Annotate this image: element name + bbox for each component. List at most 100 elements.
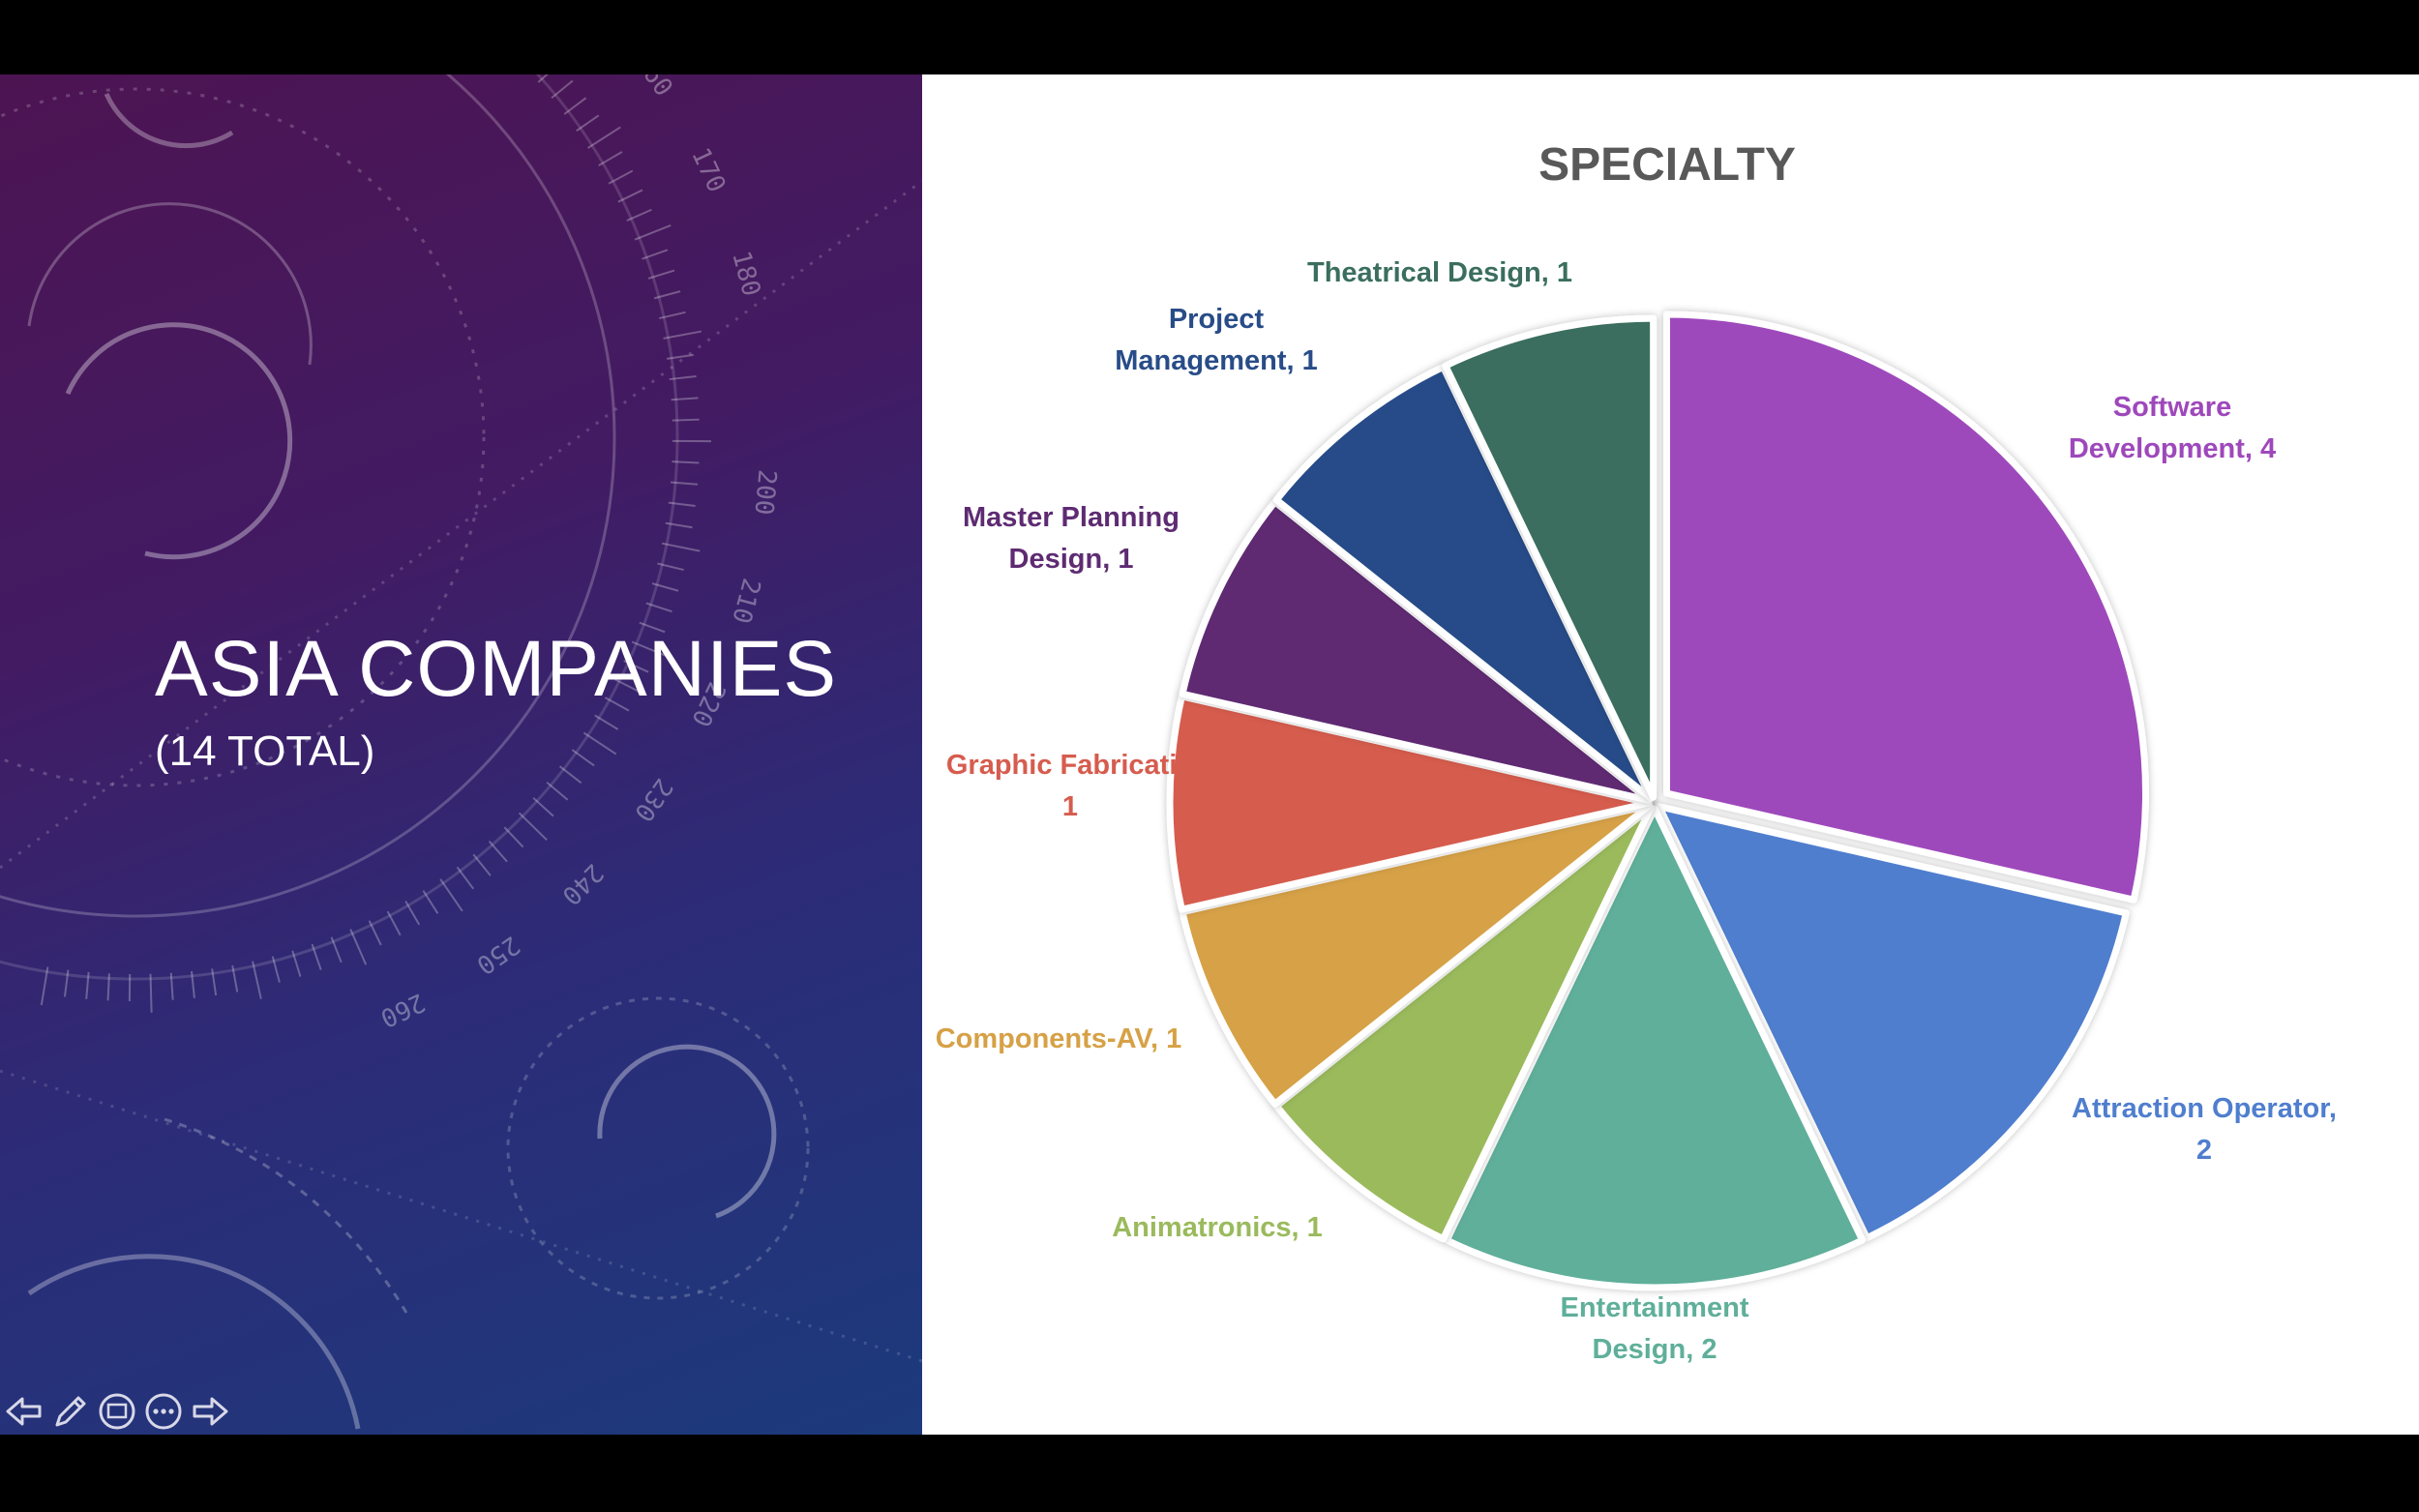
dial-tick (291, 950, 302, 977)
dial-tick (653, 290, 681, 300)
pie-slice-master-planning-design (1179, 498, 1654, 804)
dial-tick (63, 969, 70, 997)
pie-slice-animatronics (1272, 804, 1655, 1243)
dial-tick (456, 866, 475, 890)
arrow-left-icon (6, 1397, 42, 1426)
dial-number: 230 (628, 773, 678, 827)
dial-tick (472, 853, 492, 876)
dial-tick (349, 929, 368, 965)
chart-title: SPECIALTY (1538, 139, 1796, 191)
dial-tick (651, 582, 679, 592)
deco-arc-left (65, 322, 293, 560)
dial-tick (330, 936, 343, 964)
more-options-button[interactable] (143, 1391, 184, 1432)
pie-label-attraction-operator: Attraction Operator, 2 (2072, 1093, 2337, 1166)
pen-icon (55, 1396, 86, 1427)
deco-arc-left-outer (27, 202, 313, 366)
dial-number: 210 (726, 575, 765, 626)
dial-tick (663, 330, 702, 340)
dial-tick (532, 797, 554, 817)
dial-tick (669, 375, 697, 381)
arrow-right-icon (193, 1397, 228, 1426)
dial-tick (613, 678, 640, 693)
dial-tick (558, 765, 582, 785)
pie-labels: Software Development, 4 Attraction Operato… (936, 257, 2337, 1365)
pie-slice-theatrical-design (1442, 314, 1657, 801)
dial-tick (645, 602, 672, 613)
dial-tick (582, 731, 617, 756)
dial-tick (169, 972, 174, 1000)
dial-tick (647, 269, 675, 280)
pie-chart: SPECIALTY Software Development, 4 Attracti… (936, 139, 2337, 1365)
dial-tick (422, 890, 439, 914)
deco-arc-bottom-right (597, 1044, 777, 1219)
pie-label-entertainment-design: Entertainment Design, 2 (1561, 1292, 1749, 1365)
deco-ring-bottom-right (506, 996, 810, 1300)
pie-label-animatronics: Animatronics, 1 (1112, 1212, 1323, 1243)
deco-ring-large (0, 74, 616, 918)
pie-label-theatrical-design: Theatrical Design, 1 (1307, 257, 1572, 288)
dial-tick (488, 840, 508, 863)
dial-tick (598, 151, 623, 167)
dial-tick (634, 224, 672, 241)
pie-slice-attraction-operator (1656, 803, 2130, 1242)
dial-tick (594, 714, 619, 730)
pie-label-software-development: Software Development, 4 (2069, 392, 2276, 464)
pie-label-project-management: Project Management, 1 (1115, 304, 1318, 376)
dial-number: 240 (556, 858, 609, 910)
dial-tick (191, 970, 195, 998)
ellipsis-icon (145, 1393, 182, 1430)
slides-button[interactable] (97, 1391, 137, 1432)
dial-tick (608, 169, 634, 185)
dial-tick (40, 966, 49, 1006)
next-slide-button[interactable] (190, 1391, 230, 1432)
slide-subtitle: (14 TOTAL) (155, 727, 375, 775)
deco-arc-bottom-left (27, 1254, 361, 1430)
previous-slide-button[interactable] (4, 1391, 45, 1432)
dial-tick (271, 956, 281, 983)
dial-tick (642, 249, 669, 260)
deco-diagonal-line (0, 179, 922, 870)
slide-title: ASIA COMPANIES (155, 625, 838, 713)
dial-tick (439, 878, 463, 912)
pie-slice-entertainment-design (1443, 805, 1867, 1291)
dial-tick (671, 397, 699, 401)
dial-number: 180 (726, 248, 765, 299)
dial-tick (252, 961, 262, 999)
dial-tick (639, 621, 666, 634)
dial-tick (631, 640, 669, 658)
deco-dashed-curve (164, 1117, 408, 1314)
dial-tick (563, 97, 587, 115)
dial-tick (623, 660, 649, 673)
dial-tick (665, 521, 693, 529)
dial-tick (576, 114, 600, 133)
deco-arc-top (104, 92, 234, 149)
dial-tick (85, 971, 90, 999)
pie-label-graphic-fabrication: Graphic Fabricatio 1 (946, 750, 1194, 822)
slides-grid-icon (99, 1393, 135, 1430)
dial-tick (571, 749, 595, 767)
dial-tick (617, 189, 643, 203)
chart-panel: SPECIALTY Software Development, 4 Attracti… (922, 74, 2419, 1435)
pie-slices (1166, 311, 2150, 1291)
dial-tick (626, 208, 652, 222)
background-decoration: 140150160170180200210220230240250260 (0, 74, 922, 1430)
dial-tick (666, 353, 694, 360)
dial-tick (658, 311, 686, 320)
pie-slice-components-av (1179, 802, 1654, 1108)
pie-slice-software-development (1663, 311, 2150, 904)
deco-diagonal-line-2 (0, 1069, 922, 1363)
dial-ticks (40, 74, 711, 1013)
dial-number: 200 (749, 468, 782, 516)
dial-tick (311, 943, 322, 970)
title-panel: 140150160170180200210220230240250260 ASI… (0, 74, 922, 1435)
dial-number: 170 (685, 143, 731, 196)
dial-tick (661, 542, 701, 552)
pie-slice-graphic-fabrication (1166, 693, 1653, 913)
dial-tick (211, 968, 218, 996)
dial-tick (668, 501, 696, 508)
pen-button[interactable] (50, 1391, 91, 1432)
dial-tick (672, 460, 700, 464)
dial-number: 260 (375, 987, 429, 1032)
dial-tick (106, 973, 110, 1001)
